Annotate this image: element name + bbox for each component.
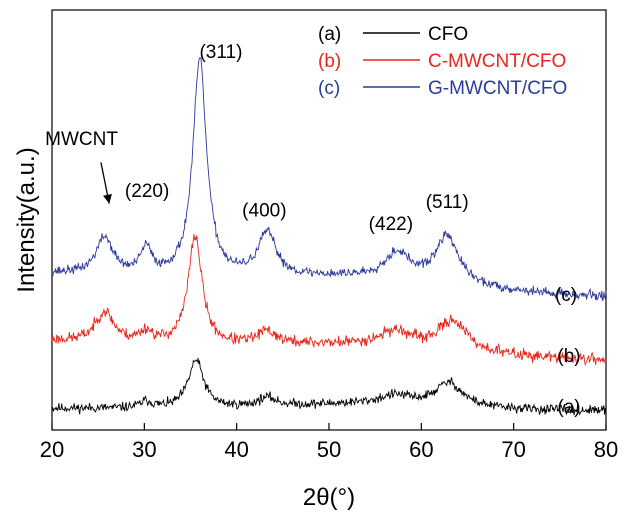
series-line-c (51, 57, 607, 302)
curve-label-b: (b) (557, 346, 580, 367)
x-tick-label: 70 (501, 437, 525, 462)
peak-label: (220) (125, 181, 169, 202)
peak-label: (422) (369, 214, 413, 235)
series-layer (51, 57, 607, 416)
x-tick-label: 80 (594, 437, 618, 462)
x-tick-label: 20 (40, 437, 64, 462)
peak-label: MWCNT (45, 129, 118, 150)
curve-label-c: (c) (555, 285, 577, 306)
x-tick-label: 30 (132, 437, 156, 462)
legend-label-b: C-MWCNT/CFO (428, 51, 566, 72)
y-axis-label: Intensity(a.u.) (13, 147, 40, 292)
legend-label-c: G-MWCNT/CFO (428, 78, 567, 99)
peak-label: (311) (199, 42, 242, 63)
curve-labels: (a) (b) (c) (555, 285, 581, 418)
legend-letter-a: (a) (318, 24, 341, 45)
x-axis-ticks: 20 30 40 50 60 70 80 (40, 423, 618, 462)
x-tick-label: 50 (317, 437, 341, 462)
peak-annotations: (311) (220) (400) (422) (511) MWCNT (45, 42, 469, 235)
x-tick-label: 60 (409, 437, 433, 462)
legend: (a) CFO (b) C-MWCNT/CFO (c) G-MWCNT/CFO (318, 24, 567, 99)
plot-frame (51, 9, 607, 431)
mwcnt-arrow-head (103, 193, 112, 204)
peak-label: (511) (426, 192, 469, 213)
legend-letter-c: (c) (318, 78, 340, 99)
series-line-a (51, 357, 607, 416)
x-tick-label: 40 (224, 437, 248, 462)
curve-label-a: (a) (557, 397, 580, 418)
legend-label-a: CFO (428, 24, 468, 45)
peak-label: (400) (242, 201, 286, 222)
x-axis-label: 2θ(°) (303, 484, 355, 511)
legend-letter-b: (b) (318, 51, 341, 72)
series-line-b (51, 233, 607, 367)
